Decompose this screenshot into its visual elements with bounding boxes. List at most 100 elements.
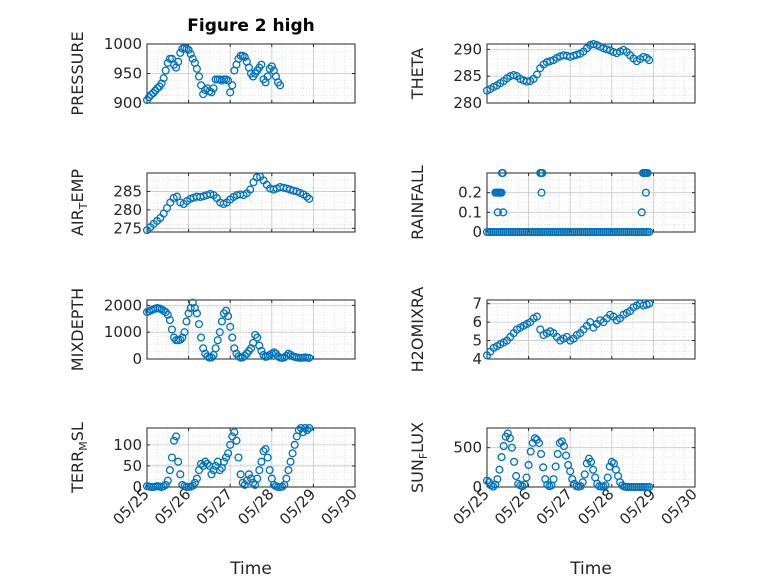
data-point <box>522 473 531 482</box>
data-point <box>282 474 291 483</box>
data-point <box>184 309 193 318</box>
data-point <box>603 473 612 482</box>
axes-mixdepth: 0 1000 2000 MIXDEPTH <box>68 288 356 371</box>
series-pressure <box>142 44 285 105</box>
x-tick-label: 05/28 <box>234 485 277 528</box>
data-point <box>215 466 224 475</box>
data-point <box>192 309 201 318</box>
data-point <box>589 39 598 49</box>
data-point <box>524 460 533 470</box>
data-point <box>151 86 160 95</box>
y-axis-label: THETA <box>408 48 427 100</box>
data-point <box>493 475 502 484</box>
data-point <box>559 442 569 451</box>
data-point <box>532 70 541 79</box>
data-point <box>224 449 233 458</box>
data-point <box>278 482 287 491</box>
data-point <box>580 470 589 479</box>
data-point <box>194 320 204 329</box>
data-point <box>238 478 247 487</box>
data-point <box>194 72 204 81</box>
data-point <box>221 306 231 315</box>
data-point <box>182 317 191 326</box>
data-point <box>172 432 181 441</box>
data-point <box>169 436 179 445</box>
x-tick-label: 05/25 <box>450 485 493 528</box>
data-point <box>167 453 177 462</box>
data-point <box>607 457 616 466</box>
data-point <box>219 457 229 466</box>
minor-grid <box>147 44 355 103</box>
data-point <box>522 77 531 86</box>
data-point <box>538 168 547 178</box>
data-point <box>301 423 310 433</box>
data-point <box>246 344 256 353</box>
axes-theta: 280 285 290 THETA <box>408 39 696 112</box>
data-point <box>497 453 506 462</box>
x-tick-label: 05/27 <box>533 485 576 528</box>
data-point <box>192 474 201 483</box>
y-tick-label: 0 <box>472 223 482 241</box>
data-point <box>495 465 504 474</box>
x-tick-label: 05/25 <box>110 485 153 528</box>
data-point <box>230 428 239 437</box>
data-point <box>209 84 218 93</box>
data-point <box>557 437 566 446</box>
data-point <box>188 54 197 63</box>
data-point <box>267 62 276 71</box>
data-point <box>217 317 226 326</box>
y-tick-label: 285 <box>113 182 142 200</box>
axes-pressure: 900 950 1000 PRESSURE Figure 2 high <box>68 16 356 116</box>
data-point <box>257 60 266 69</box>
data-point <box>157 79 166 88</box>
y-tick-label: 0.2 <box>458 184 482 202</box>
y-axis-label: RAINFALL <box>408 165 427 240</box>
y-tick-label: 4 <box>472 350 482 368</box>
data-point <box>190 303 199 313</box>
data-point <box>226 322 235 331</box>
series-terr-msl <box>142 423 314 492</box>
y-tick-label: 0 <box>132 350 142 368</box>
data-point <box>226 88 235 97</box>
data-point <box>176 48 185 57</box>
y-axis-label: PRESSURE <box>68 31 87 115</box>
x-tick-label: 05/30 <box>658 485 701 528</box>
minor-grid <box>487 300 695 359</box>
x-axis-label: Time <box>229 559 272 579</box>
data-point <box>497 168 507 178</box>
data-point <box>526 447 535 456</box>
axes-rainfall: 0 0.10.2 RAINFALL <box>408 165 696 241</box>
data-point <box>530 434 539 443</box>
data-point <box>228 333 237 342</box>
data-point <box>228 432 237 441</box>
data-point <box>482 476 492 485</box>
data-point <box>207 470 216 479</box>
data-point <box>244 470 253 479</box>
data-point <box>190 478 199 487</box>
y-tick-label: 0.1 <box>458 203 482 221</box>
data-point <box>174 57 183 66</box>
data-point <box>582 459 591 468</box>
data-point <box>184 45 193 54</box>
data-point <box>561 451 571 460</box>
data-point <box>509 71 518 80</box>
data-point <box>305 194 314 203</box>
axes-frame <box>486 43 696 104</box>
data-point <box>224 76 233 85</box>
data-point <box>232 436 241 445</box>
data-point <box>546 57 555 66</box>
data-point <box>165 316 174 325</box>
data-point <box>259 447 268 456</box>
data-point <box>643 168 652 178</box>
data-point <box>645 299 654 308</box>
data-point <box>566 467 575 476</box>
data-point <box>165 466 174 475</box>
data-point <box>207 88 216 97</box>
y-tick-label: 275 <box>113 219 142 237</box>
data-point <box>149 88 158 98</box>
data-point <box>489 482 498 491</box>
y-tick-label: 6 <box>472 313 482 331</box>
data-point <box>163 476 172 485</box>
data-point <box>224 312 233 321</box>
